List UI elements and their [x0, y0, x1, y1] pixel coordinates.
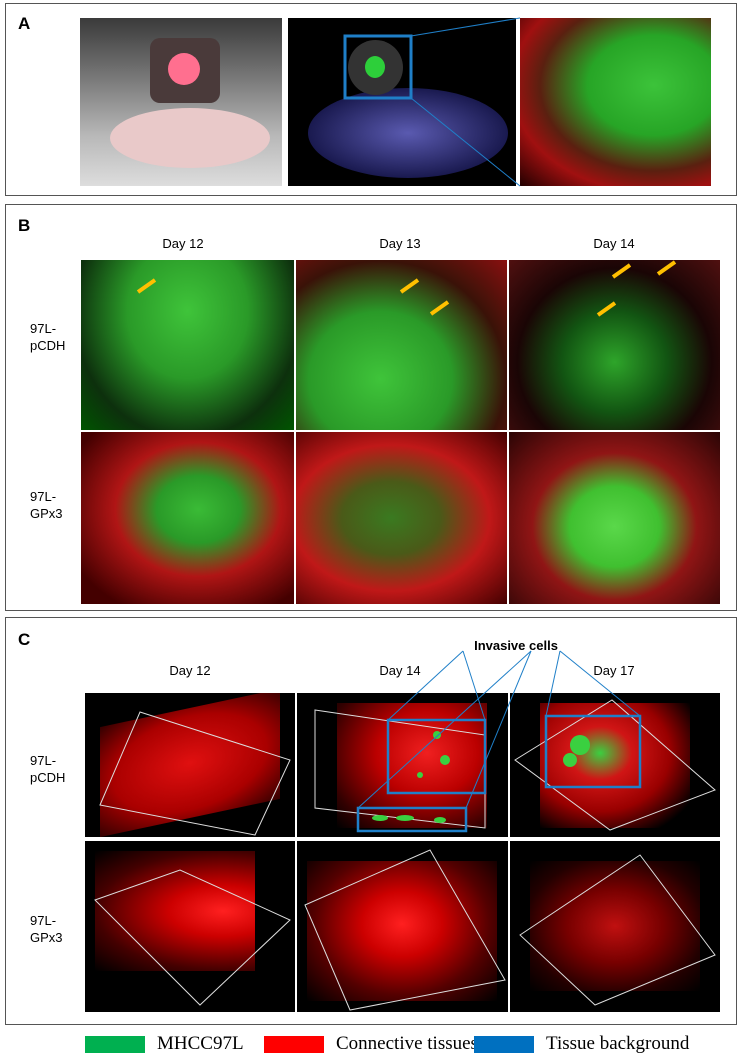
legend-swatch-green: [85, 1036, 145, 1053]
panel-a: [5, 3, 737, 196]
image-c-gpx3-day14: [297, 841, 508, 1012]
image-b-pcdh-day14: [509, 260, 720, 430]
panel-c: [5, 617, 737, 1025]
image-b-gpx3-day13: [296, 432, 507, 604]
panel-b-label: B: [18, 216, 31, 235]
column-header: Day 13: [379, 236, 421, 251]
column-header: Day 12: [162, 236, 204, 251]
image-c-pcdh-day17: [510, 693, 720, 837]
row-label: 97L- GPx3: [30, 489, 63, 521]
photo-mouse-fluorescence: [288, 18, 516, 186]
image-c-pcdh-day12: [85, 693, 295, 837]
image-c-pcdh-day14: [297, 693, 508, 837]
column-header: Day 14: [593, 236, 635, 251]
invasive-cells-annotation: Invasive cells: [474, 638, 558, 653]
legend-swatch-red: [264, 1036, 324, 1053]
panel-b: [5, 204, 737, 611]
column-header: Day 17: [593, 663, 635, 678]
photo-window-closeup: [520, 18, 711, 186]
column-header: Day 12: [169, 663, 211, 678]
legend-label: Tissue background: [546, 1033, 690, 1054]
image-b-pcdh-day12: [81, 260, 294, 430]
legend-label: MHCC97L: [157, 1033, 244, 1054]
legend-swatch-blue: [474, 1036, 534, 1053]
legend-label: Connective tissues: [336, 1033, 478, 1054]
image-c-gpx3-day17: [510, 841, 720, 1012]
column-header: Day 14: [379, 663, 421, 678]
photo-mouse-window: [80, 18, 282, 186]
row-label: 97L- pCDH: [30, 321, 66, 353]
panel-a-label: A: [18, 14, 31, 33]
image-b-gpx3-day14: [509, 432, 720, 604]
image-b-pcdh-day13: [296, 260, 507, 430]
image-c-gpx3-day12: [85, 841, 295, 1012]
row-label: 97L- GPx3: [30, 913, 63, 945]
row-label: 97L- pCDH: [30, 753, 66, 785]
panel-c-label: C: [18, 630, 31, 649]
image-b-gpx3-day12: [81, 432, 294, 604]
